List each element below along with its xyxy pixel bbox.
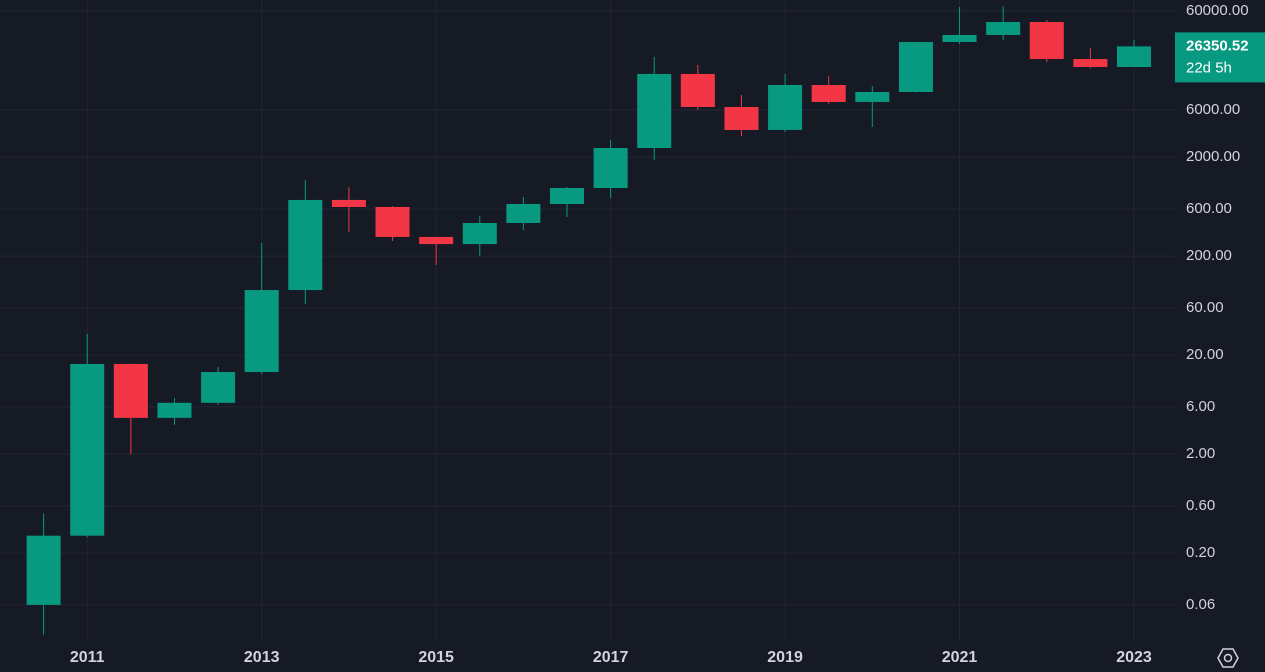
- x-tick-label: 2013: [244, 649, 280, 666]
- x-tick-label: 2019: [767, 649, 803, 666]
- y-tick-label: 60000.00: [1186, 2, 1249, 19]
- settings-button[interactable]: [1217, 648, 1239, 668]
- candles: [26, 6, 1152, 635]
- last-price-label: 26350.52: [1186, 37, 1249, 54]
- settings-icon: [1217, 648, 1239, 668]
- candle-body: [506, 204, 541, 223]
- y-tick-label: 0.20: [1186, 544, 1215, 561]
- candle-body: [157, 402, 192, 418]
- candle-body: [375, 206, 410, 237]
- candle-body: [201, 372, 236, 403]
- y-tick-label: 0.60: [1186, 497, 1215, 514]
- candle-body: [898, 42, 933, 92]
- candle-body: [26, 535, 61, 605]
- y-tick-label: 200.00: [1186, 247, 1232, 264]
- y-tick-label: 2000.00: [1186, 148, 1240, 165]
- candle-body: [70, 363, 105, 536]
- candle-body: [593, 148, 628, 189]
- candle-body: [1073, 59, 1108, 68]
- candle-body: [942, 34, 977, 43]
- y-tick-label: 2.00: [1186, 445, 1215, 462]
- candle-body: [244, 290, 279, 373]
- candle-body: [811, 84, 846, 102]
- countdown-label: 22d 5h: [1186, 59, 1232, 76]
- y-tick-label: 60.00: [1186, 299, 1224, 316]
- x-tick-label: 2015: [418, 649, 454, 666]
- y-tick-label: 6.00: [1186, 398, 1215, 415]
- x-tick-label: 2011: [70, 649, 105, 666]
- candle-body: [462, 222, 497, 245]
- x-tick-label: 2023: [1116, 649, 1152, 666]
- candle-body: [680, 73, 715, 108]
- candle-body: [288, 199, 323, 291]
- candle-body: [113, 363, 148, 418]
- candle-body: [1029, 22, 1064, 60]
- candle-body: [637, 73, 672, 149]
- y-tick-label: 20.00: [1186, 346, 1224, 363]
- candle-body: [1116, 46, 1152, 68]
- candle-body: [768, 84, 803, 130]
- y-tick-label: 0.06: [1186, 596, 1215, 613]
- candle-body: [331, 199, 366, 207]
- axes: 60000.00 6000.00 2000.00 600.00 200.00 60.00 2…: [70, 2, 1265, 666]
- last-price-badge: [1175, 32, 1265, 83]
- settings-icon-center: [1223, 653, 1233, 663]
- y-tick-label: 600.00: [1186, 200, 1232, 217]
- candle-body: [855, 91, 890, 102]
- candle-body: [549, 188, 585, 205]
- candle-body: [986, 22, 1021, 35]
- x-tick-label: 2021: [942, 649, 978, 666]
- candle-body: [724, 107, 759, 130]
- x-tick-label: 2017: [593, 649, 629, 666]
- candle-body: [419, 236, 454, 245]
- y-tick-label: 6000.00: [1186, 101, 1240, 118]
